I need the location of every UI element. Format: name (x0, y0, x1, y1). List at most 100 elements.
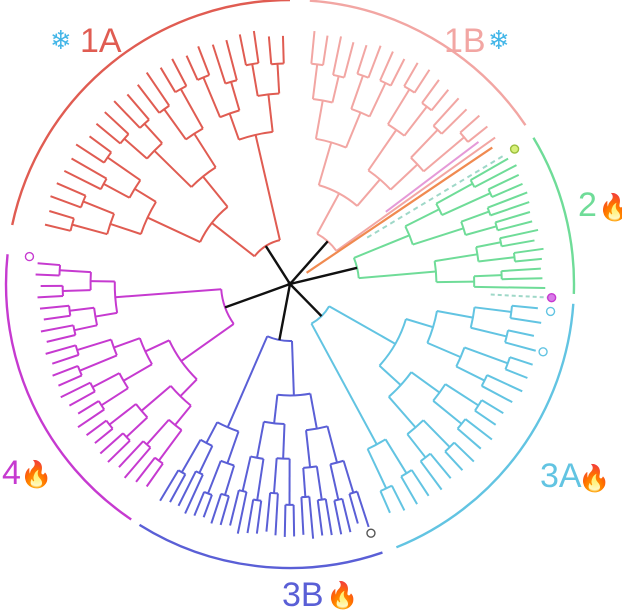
internal-branch (410, 129, 439, 159)
internal-branch (158, 429, 183, 462)
leaf-branch (444, 450, 464, 471)
branch-arc (139, 201, 157, 235)
leaf-branch (421, 79, 440, 104)
leaf-branch (246, 499, 255, 534)
leaf-branch (126, 93, 150, 121)
leaf-branch (281, 35, 285, 64)
leaf-branch (348, 493, 359, 524)
leaf-branch (50, 195, 82, 209)
internal-branch (256, 458, 265, 501)
orange-branch (305, 146, 493, 274)
internal-branch (282, 424, 286, 459)
leaf-branch (75, 143, 105, 164)
internal-branch (251, 63, 259, 97)
leaf-branch (267, 36, 273, 65)
leaf-branch (193, 491, 206, 516)
leaf-branch (510, 317, 542, 324)
leaf-branch (169, 473, 187, 503)
branch-arc (433, 260, 438, 283)
leaf-branch (464, 418, 493, 441)
internal-branch (147, 216, 201, 243)
branch-arc (367, 169, 392, 191)
internal-branch (144, 339, 170, 353)
branch-arc (200, 438, 213, 447)
internal-branch (143, 123, 163, 144)
tree-backbone (224, 240, 358, 341)
backbone-branch (278, 283, 292, 341)
branch-arc (58, 264, 62, 276)
tip-markers (24, 144, 557, 538)
branch-arc (378, 318, 407, 367)
leaf-branch (308, 496, 315, 539)
internal-branch (273, 458, 278, 494)
internal-branch (198, 445, 214, 474)
snowflake-icon: ❄ (50, 26, 72, 56)
tip-marker (509, 144, 520, 154)
leaf-branch (94, 427, 114, 444)
internal-branch (153, 149, 193, 188)
clade-1A-label: 1A (80, 22, 122, 60)
branch-arc (118, 372, 129, 389)
leaf-branch (501, 239, 535, 248)
leaf-branch (474, 409, 497, 426)
branch-arc (253, 239, 281, 257)
leaf-branch (486, 374, 523, 393)
leaf-branch (274, 493, 279, 536)
leaf-branch (265, 492, 272, 532)
leaf-branch (56, 182, 87, 197)
internal-branch (226, 431, 240, 464)
leaf-branch (379, 51, 394, 81)
leaf-branch (104, 111, 130, 135)
leaf-branch (211, 44, 227, 84)
internal-branch (302, 467, 307, 497)
leaf-branch (419, 460, 443, 491)
branch-arc (403, 85, 416, 94)
internal-branch (345, 112, 362, 148)
leaf-branch (49, 210, 75, 220)
leaf-branch (501, 267, 541, 273)
branch-arc (367, 438, 387, 450)
internal-branch (435, 182, 474, 205)
leaf-branch (379, 490, 391, 514)
leaf-branch (95, 122, 121, 145)
internal-branch (254, 134, 281, 241)
branch-arc (185, 127, 204, 141)
internal-branch (193, 133, 217, 168)
branch-arc (168, 418, 183, 431)
leaf-branch (430, 89, 450, 111)
internal-branch (290, 340, 295, 396)
leaf-branch (219, 495, 230, 526)
backbone-branch (289, 266, 358, 286)
branch-arc (494, 222, 499, 231)
internal-branch (406, 433, 427, 459)
branch-arc (216, 421, 239, 433)
branch-arc (271, 62, 284, 66)
tip-marker (545, 306, 556, 317)
internal-branch (356, 178, 381, 207)
internal-branch (108, 403, 137, 426)
internal-branch (353, 234, 410, 259)
internal-branch (110, 222, 142, 236)
internal-branch (305, 430, 312, 468)
clade-arc-3A (395, 303, 575, 549)
internal-branch (465, 225, 497, 236)
internal-branch (410, 371, 441, 394)
branch-arc (253, 498, 262, 502)
internal-branch (92, 372, 120, 389)
leaf-branch (113, 100, 141, 129)
leaf-branch (107, 439, 131, 463)
internal-branch (228, 113, 240, 141)
leaf-branch (335, 136, 496, 252)
leaf-branch (300, 497, 305, 535)
leaf-branch (136, 84, 161, 114)
internal-branch (273, 394, 279, 424)
branch-arc (238, 489, 247, 493)
leaf-branch (39, 304, 70, 310)
leaf-branch (356, 44, 368, 75)
internal-branch (350, 75, 364, 110)
flame-icon: 🔥 (598, 192, 622, 223)
tip-marker (538, 347, 548, 357)
internal-branch (426, 341, 462, 359)
clade-arc-2 (532, 137, 576, 294)
